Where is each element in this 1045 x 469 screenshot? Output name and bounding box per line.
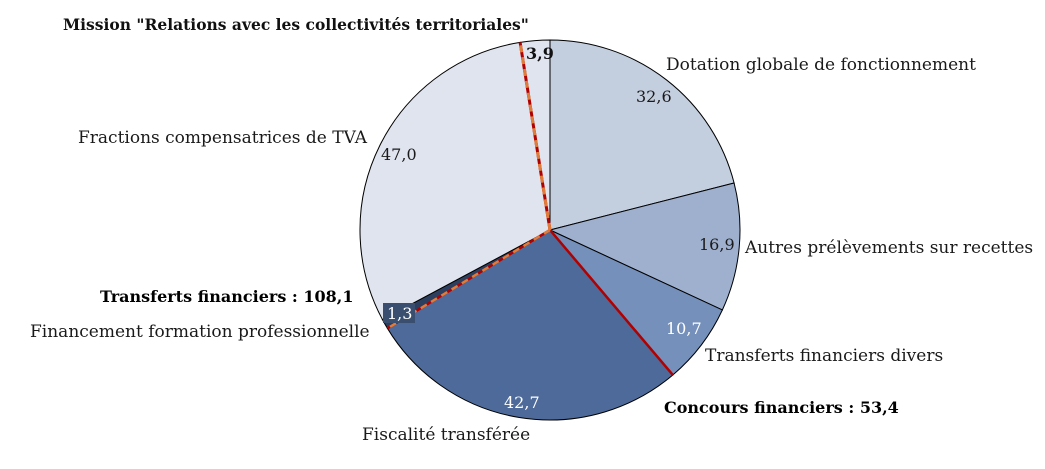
value-label-fiscalite: 42,7 <box>504 393 540 412</box>
slice-label-fiscalite: Fiscalité transférée <box>362 425 530 445</box>
annotation-transferts-financiers: Transferts financiers : 108,1 <box>100 287 354 306</box>
transferts-divider-dash-2 <box>518 42 552 231</box>
value-label-transferts-divers: 10,7 <box>666 319 702 338</box>
pie-slice-1 <box>548 182 741 311</box>
value-label-formation-box <box>383 303 415 323</box>
pie-slice-3 <box>386 229 674 421</box>
slice-label-dotation: Dotation globale de fonctionnement <box>666 55 976 75</box>
value-label-tva: 47,0 <box>381 145 417 164</box>
slice-label-tva: Fractions compensatrices de TVA <box>78 128 368 148</box>
value-label-formation: 1,3 <box>387 304 412 323</box>
concours-divider-line <box>549 229 674 376</box>
slice-label-transferts-divers: Transferts financiers divers <box>705 346 943 366</box>
value-label-autres: 16,9 <box>699 235 735 254</box>
slice-label-formation: Financement formation professionnelle <box>30 322 370 342</box>
annotation-concours-financiers: Concours financiers : 53,4 <box>664 398 899 417</box>
pie-slice-0 <box>549 39 735 231</box>
slice-label-autres: Autres prélèvements sur recettes <box>744 238 1033 258</box>
value-label-dotation: 32,6 <box>636 87 672 106</box>
pie-slice-5 <box>359 41 551 321</box>
value-label-small: 3,9 <box>526 44 554 63</box>
chart-title: Mission "Relations avec les collectivité… <box>63 15 529 34</box>
